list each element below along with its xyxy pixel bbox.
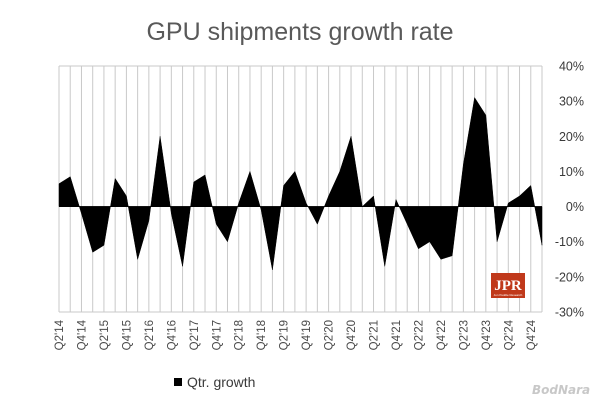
- x-tick-label: Q4'23: [481, 320, 493, 350]
- y-tick-label: 30%: [559, 95, 584, 109]
- x-tick-label: Q4'18: [256, 320, 268, 350]
- x-tick-label: Q2'17: [189, 320, 201, 350]
- series-qtr-growth-area: [58, 96, 543, 270]
- x-tick-label: Q4'15: [121, 320, 133, 350]
- x-tick-label: Q2'19: [279, 320, 291, 350]
- y-tick-label: 0%: [566, 200, 584, 214]
- y-tick-label: 10%: [559, 165, 584, 179]
- y-tick-label: -30%: [555, 306, 584, 320]
- y-tick-label: -20%: [555, 270, 584, 284]
- series-area: [58, 96, 543, 270]
- x-tick-label: Q4'21: [391, 320, 403, 350]
- x-tick-label: Q2'15: [99, 320, 111, 350]
- x-tick-label: Q2'18: [234, 320, 246, 350]
- y-tick-label: 20%: [559, 130, 584, 144]
- logo-text: JPR: [494, 278, 522, 294]
- y-tick-label: -10%: [555, 235, 584, 249]
- logo-subtext: Jon Peddie Research: [494, 293, 523, 297]
- logo-badge: [491, 273, 525, 298]
- publisher-logo: JPR Jon Peddie Research: [491, 273, 525, 298]
- x-tick-label: Q4'14: [76, 319, 88, 350]
- chart-title: GPU shipments growth rate: [146, 18, 453, 46]
- x-tick-label: Q2'24: [503, 319, 515, 350]
- legend-swatch: [174, 378, 182, 386]
- x-tick-label: Q4'22: [436, 320, 448, 350]
- watermark: BodNara: [532, 383, 590, 397]
- x-tick-label: Q2'23: [458, 320, 470, 350]
- x-tick-label: Q2'20: [324, 320, 336, 350]
- legend-label: Qtr. growth: [187, 374, 255, 390]
- x-tick-label: Q2'22: [413, 320, 425, 350]
- x-tick-label: Q4'19: [301, 320, 313, 350]
- x-axis: Q2'14 Q4'14 Q2'15 Q4'15 Q2'16 Q4'16 Q2'17 Q4'17…: [54, 319, 538, 350]
- x-tick-label: Q2'14: [54, 319, 66, 350]
- x-tick-label: Q4'17: [211, 320, 223, 350]
- x-tick-label: Q4'16: [166, 320, 178, 350]
- legend: Qtr. growth: [174, 374, 255, 390]
- x-tick-label: Q4'20: [346, 320, 358, 350]
- y-axis: -30% -20% -10% 0% 10% 20% 30% 40%: [555, 60, 584, 320]
- y-tick-label: 40%: [559, 60, 584, 74]
- x-tick-label: Q2'21: [369, 320, 381, 350]
- x-tick-label: Q4'24: [526, 319, 538, 350]
- x-tick-label: Q2'16: [144, 320, 156, 350]
